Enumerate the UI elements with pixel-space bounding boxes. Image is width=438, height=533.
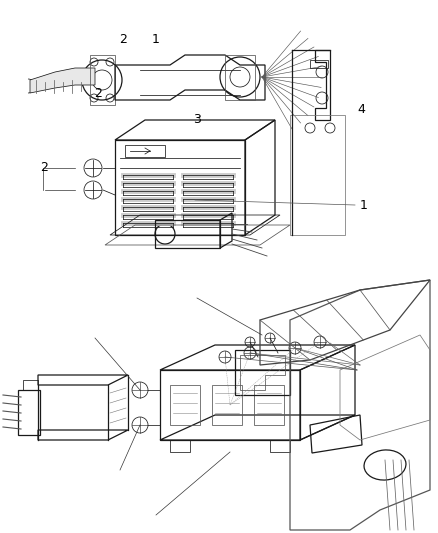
Text: 2: 2	[40, 161, 48, 174]
Text: 2: 2	[119, 34, 127, 46]
Text: 4: 4	[357, 103, 365, 116]
Text: 1: 1	[360, 199, 367, 212]
Text: 2: 2	[95, 87, 102, 100]
Text: 1: 1	[152, 34, 159, 46]
Polygon shape	[30, 68, 95, 93]
Text: 3: 3	[193, 114, 201, 126]
